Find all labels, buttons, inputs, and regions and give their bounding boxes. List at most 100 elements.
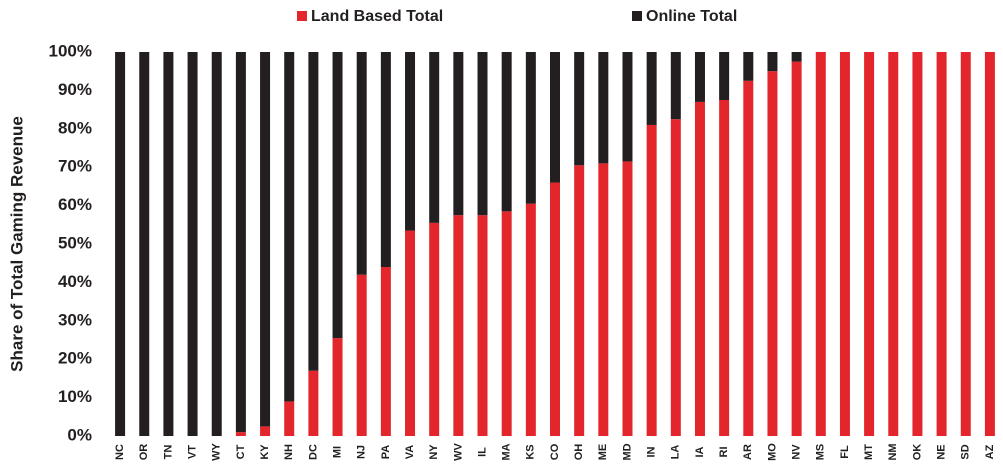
bar-segment [235, 52, 246, 433]
x-tick-label: MT [863, 444, 875, 460]
bar-segment [622, 52, 633, 162]
bar-segment [670, 119, 681, 436]
x-tick-label: NJ [356, 445, 368, 459]
bar-segment [284, 52, 295, 402]
x-tick-label: DC [307, 444, 319, 460]
bar-segment [429, 52, 440, 223]
y-tick-label: 70% [58, 157, 92, 176]
bar-segment [211, 52, 222, 436]
x-tick-label: PA [380, 445, 392, 460]
x-tick-label: NC [114, 444, 126, 460]
y-tick-label: 0% [67, 425, 92, 444]
x-tick-label: MA [501, 443, 513, 460]
bar-segment [791, 52, 802, 62]
y-tick-label: 90% [58, 80, 92, 99]
x-tick-label: NH [283, 444, 295, 460]
x-tick-label: NY [428, 444, 440, 460]
bar-segment [646, 124, 657, 437]
y-tick-label: 10% [58, 387, 92, 406]
bar-segment [743, 80, 754, 437]
bar-segment [405, 52, 416, 231]
bar-segment [187, 52, 198, 436]
bar-segment [694, 52, 705, 102]
bar-segment [260, 52, 271, 427]
legend-label: Land Based Total [311, 8, 443, 25]
bar-segment [888, 52, 899, 436]
x-tick-label: MI [331, 446, 343, 458]
x-tick-label: SD [960, 444, 972, 459]
bar-segment [598, 52, 609, 164]
x-tick-label: CO [549, 443, 561, 460]
x-tick-label: OR [138, 444, 150, 461]
x-tick-label: MD [621, 443, 633, 460]
x-tick-label: IL [476, 447, 488, 457]
bar-segment [380, 52, 391, 268]
x-tick-label: FL [839, 445, 851, 459]
bar-segment [767, 52, 778, 72]
bar-segment [356, 52, 367, 275]
x-tick-label: MS [815, 444, 827, 461]
x-tick-label: RI [718, 447, 730, 458]
bar-segment [598, 163, 609, 437]
bar-segment [284, 401, 295, 436]
x-tick-label: LA [670, 445, 682, 460]
bar-segment [936, 52, 947, 436]
y-tick-label: 50% [58, 233, 92, 252]
x-tick-label: OK [911, 444, 923, 461]
legend-swatch [297, 11, 307, 21]
y-tick-label: 100% [49, 41, 92, 60]
x-tick-label: NE [936, 444, 948, 459]
x-tick-label: IA [694, 446, 706, 457]
bar-segment [501, 211, 512, 436]
x-tick-label: NM [887, 443, 899, 460]
bar-segment [477, 52, 488, 216]
bar-segment [525, 52, 536, 204]
y-tick-label: 30% [58, 310, 92, 329]
bar-segment [622, 161, 633, 436]
bar-segment [477, 215, 488, 436]
bar-segment [115, 52, 126, 436]
bar-segment [501, 52, 512, 212]
x-tick-label: AZ [984, 444, 996, 459]
x-tick-label: WV [452, 442, 464, 460]
bar-segment [308, 370, 319, 436]
bar-segment [574, 52, 585, 166]
x-tick-label: IN [646, 446, 658, 457]
x-tick-label: NV [791, 444, 803, 460]
bar-segment [308, 52, 319, 371]
bar-segment [912, 52, 923, 436]
x-tick-label: VT [186, 445, 198, 459]
y-tick-label: 40% [58, 272, 92, 291]
x-tick-label: AR [742, 444, 754, 460]
bar-segment [332, 338, 343, 436]
bar-segment [694, 101, 705, 437]
x-tick-label: KY [259, 444, 271, 460]
y-axis-label: Share of Total Gaming Revenue [7, 116, 26, 372]
bar-segment [743, 52, 754, 81]
bar-segment [260, 426, 271, 436]
bar-segment [719, 52, 730, 100]
legend-label: Online Total [646, 8, 737, 25]
bar-segment [670, 52, 681, 120]
y-tick-label: 60% [58, 195, 92, 214]
bar-segment [767, 71, 778, 436]
x-tick-label: VA [404, 445, 416, 460]
bar-segment [719, 100, 730, 436]
bar-segment [646, 52, 657, 125]
bar-segment [791, 61, 802, 436]
bar-segment [235, 432, 246, 436]
bar-segment [815, 52, 826, 436]
bar-segment [864, 52, 875, 436]
x-tick-label: MO [766, 443, 778, 461]
bar-segment [960, 52, 971, 436]
bar-segment [429, 222, 440, 436]
x-tick-label: OH [573, 444, 585, 461]
x-tick-label: TN [162, 445, 174, 460]
y-tick-label: 80% [58, 118, 92, 137]
x-tick-label: ME [597, 444, 609, 461]
bar-segment [984, 52, 995, 436]
x-tick-label: CT [235, 444, 247, 459]
bar-segment [139, 52, 150, 436]
bar-segment [405, 230, 416, 436]
